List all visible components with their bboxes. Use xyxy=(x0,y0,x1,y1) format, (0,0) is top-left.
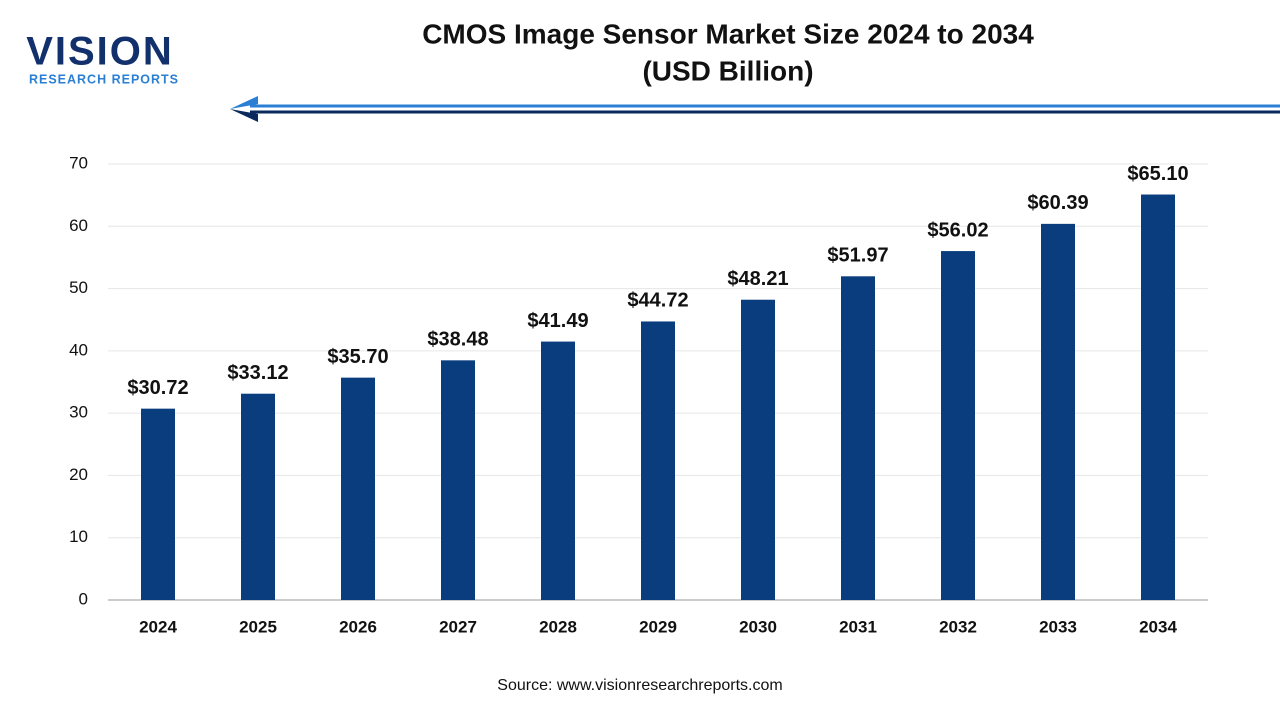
value-label: $30.72 xyxy=(127,377,188,399)
bar xyxy=(441,360,475,600)
header-arrow xyxy=(230,109,258,122)
x-tick-label: 2028 xyxy=(539,617,577,636)
bar xyxy=(641,321,675,600)
value-label: $38.48 xyxy=(427,329,488,351)
bar xyxy=(341,377,375,600)
y-tick-label: 20 xyxy=(69,465,88,484)
value-label: $44.72 xyxy=(627,290,688,312)
x-tick-label: 2029 xyxy=(639,617,677,636)
x-tick-label: 2025 xyxy=(239,617,277,636)
value-label: $56.02 xyxy=(927,219,988,241)
source-note: Source: www.visionresearchreports.com xyxy=(497,677,782,694)
header-arrow xyxy=(230,96,258,109)
x-tick-label: 2024 xyxy=(139,617,177,636)
chart-title: CMOS Image Sensor Market Size 2024 to 20… xyxy=(422,18,1034,49)
value-label: $60.39 xyxy=(1027,192,1088,214)
bar xyxy=(241,393,275,600)
y-tick-label: 50 xyxy=(69,278,88,297)
x-tick-label: 2031 xyxy=(839,617,877,636)
value-label: $65.10 xyxy=(1127,163,1188,185)
bar xyxy=(1141,194,1175,600)
value-label: $41.49 xyxy=(527,310,588,332)
bar xyxy=(141,408,175,600)
y-tick-label: 30 xyxy=(69,403,88,422)
x-tick-label: 2033 xyxy=(1039,617,1077,636)
x-tick-label: 2030 xyxy=(739,617,777,636)
bar xyxy=(741,299,775,600)
x-tick-label: 2032 xyxy=(939,617,977,636)
logo-tagline: RESEARCH REPORTS xyxy=(29,72,179,86)
value-label: $48.21 xyxy=(727,268,788,290)
bar xyxy=(1041,223,1075,600)
value-label: $33.12 xyxy=(227,362,288,384)
y-tick-label: 0 xyxy=(79,589,88,608)
bar xyxy=(941,251,975,600)
y-tick-label: 60 xyxy=(69,216,88,235)
chart-subtitle: (USD Billion) xyxy=(642,55,813,86)
bar xyxy=(541,341,575,600)
x-tick-label: 2026 xyxy=(339,617,377,636)
x-tick-label: 2027 xyxy=(439,617,477,636)
value-label: $35.70 xyxy=(327,346,388,368)
y-tick-label: 10 xyxy=(69,527,88,546)
x-tick-label: 2034 xyxy=(1139,617,1177,636)
y-tick-label: 70 xyxy=(69,153,88,172)
y-tick-label: 40 xyxy=(69,340,88,359)
bar xyxy=(841,276,875,600)
value-label: $51.97 xyxy=(827,245,888,267)
logo-name: VISION xyxy=(26,30,174,74)
